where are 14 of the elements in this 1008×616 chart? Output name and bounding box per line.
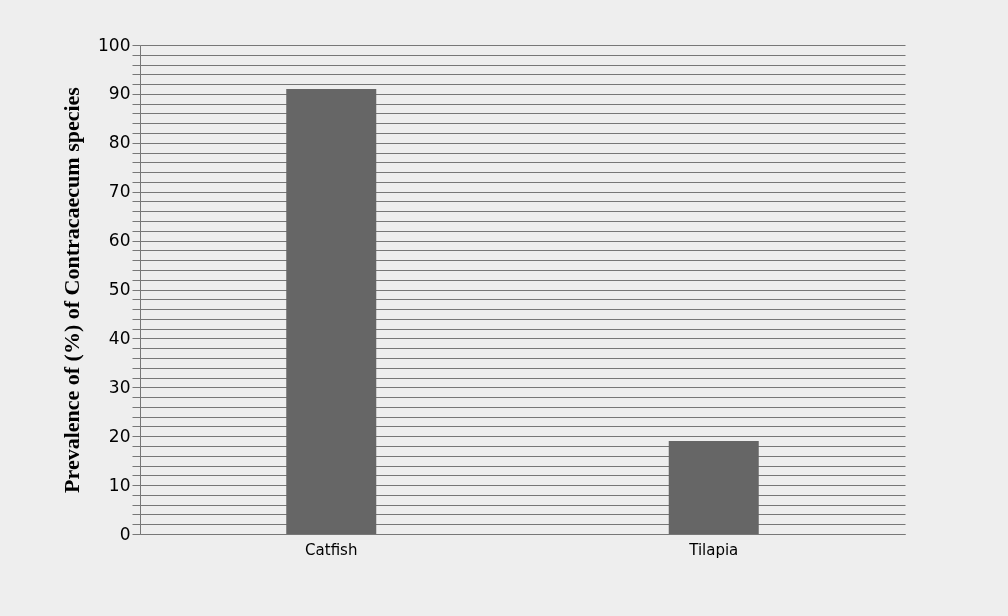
y-tick-label: 50 — [108, 279, 131, 299]
y-tick-label: 20 — [108, 425, 131, 446]
y-tick-label: 30 — [108, 376, 131, 397]
y-tick-label: 40 — [108, 327, 131, 348]
x-tick-label: Catfish — [305, 540, 358, 559]
y-axis-title: Prevalence of (%) of Contracaecum species — [59, 86, 85, 493]
y-tick-label: 0 — [119, 523, 131, 544]
y-tick-label: 70 — [108, 181, 131, 202]
x-tick-label: Tilapia — [688, 540, 739, 559]
y-tick-label: 90 — [108, 83, 131, 104]
y-tick-label: 10 — [108, 474, 131, 495]
y-tick-label: 60 — [108, 230, 131, 251]
y-tick-label: 100 — [98, 34, 131, 55]
y-tick-label: 80 — [108, 132, 131, 153]
